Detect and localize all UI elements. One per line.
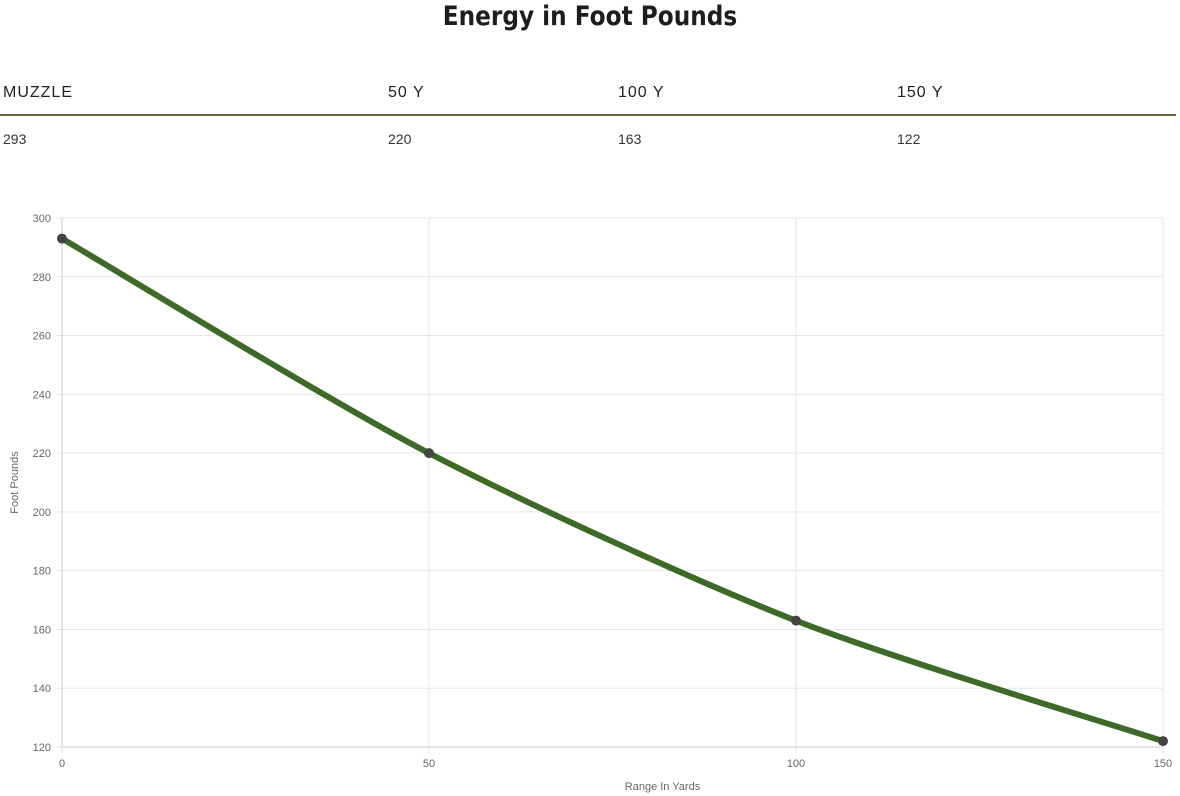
value-muzzle: 293	[3, 131, 27, 147]
data-point	[57, 233, 67, 244]
table-row: 293 220 163 122	[0, 116, 1176, 154]
energy-series-line	[59, 235, 1166, 745]
y-tick-label: 200	[33, 507, 51, 519]
chart-title: Energy in Foot Pounds	[442, 1, 738, 32]
header-150-y: 150 Y	[897, 84, 944, 101]
data-point	[424, 448, 434, 459]
x-tick-label: 0	[59, 758, 65, 770]
y-tick-label: 140	[33, 683, 51, 695]
header-50-y: 50 Y	[388, 84, 425, 101]
y-tick-label: 180	[33, 566, 51, 578]
y-tick-label: 160	[33, 624, 51, 636]
y-tick-label: 280	[33, 272, 51, 284]
x-tick-label: 50	[423, 758, 435, 770]
data-point	[1158, 736, 1168, 747]
y-axis-label: Foot Pounds	[9, 451, 21, 514]
y-tick-label: 120	[33, 742, 51, 754]
x-tick-label: 100	[787, 758, 805, 770]
header-100-y: 100 Y	[618, 84, 665, 101]
value-100-y: 163	[618, 131, 642, 147]
value-50-y: 220	[388, 131, 412, 147]
y-tick-label: 300	[33, 213, 51, 225]
table-header-row: MUZZLE 50 Y 100 Y 150 Y	[0, 76, 1176, 116]
value-150-y: 122	[897, 131, 921, 147]
x-tick-label: 150	[1154, 758, 1172, 770]
data-point	[791, 615, 801, 626]
x-axis-label: Range In Yards	[625, 781, 701, 793]
y-tick-label: 220	[33, 448, 51, 460]
y-tick-label: 260	[33, 331, 51, 343]
header-muzzle: MUZZLE	[3, 84, 73, 101]
energy-table: MUZZLE 50 Y 100 Y 150 Y 293 220 163 122	[0, 76, 1176, 154]
y-tick-label: 240	[33, 389, 51, 401]
